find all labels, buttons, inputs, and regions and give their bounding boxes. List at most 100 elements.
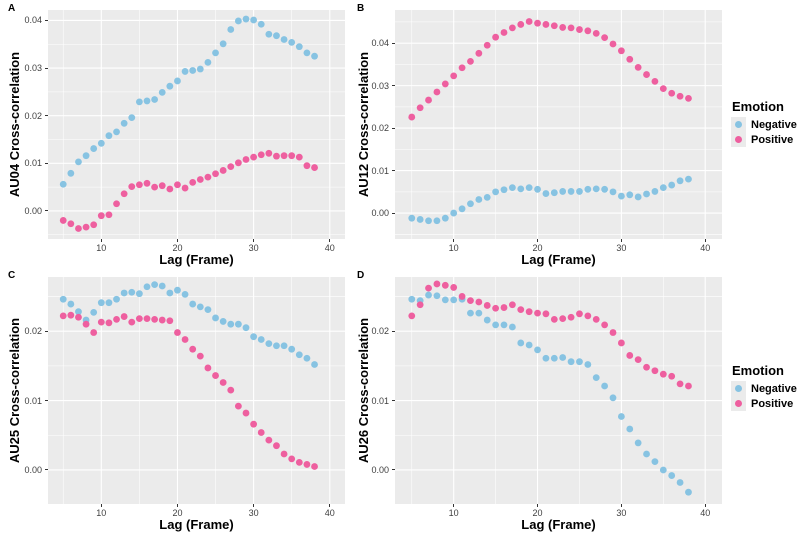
x-axis-tick-label: 10: [96, 243, 107, 253]
data-point-positive: [676, 380, 684, 388]
data-point-negative: [609, 394, 617, 402]
x-axis-tick-label: 10: [448, 508, 459, 518]
data-point-negative: [492, 321, 500, 329]
data-point-positive: [592, 315, 600, 323]
data-point-negative: [311, 361, 318, 368]
data-point-positive: [508, 301, 516, 309]
x-tick-mark: [704, 239, 706, 242]
data-point-positive: [135, 181, 143, 189]
data-point-positive: [626, 352, 634, 359]
data-point-negative: [408, 214, 416, 222]
data-point-negative: [534, 346, 541, 354]
data-point-positive: [75, 313, 82, 321]
data-point-positive: [492, 33, 500, 41]
data-point-positive: [113, 200, 120, 208]
x-axis-tick-label: 40: [324, 243, 335, 253]
data-point-positive: [425, 284, 432, 292]
data-point-positive: [97, 318, 105, 326]
data-point-negative: [196, 65, 204, 73]
data-point-negative: [303, 354, 311, 362]
data-point-positive: [609, 329, 617, 336]
data-point-positive: [227, 386, 235, 394]
panel-a: A AU04 Cross-correlation Lag (Frame) 0.0…: [0, 0, 352, 267]
data-point-positive: [609, 40, 617, 48]
data-point-negative: [659, 184, 667, 191]
x-tick-mark: [329, 504, 331, 507]
y-axis-tick-label: 0.02: [371, 326, 389, 337]
y-axis-tick-label: 0.03: [371, 80, 389, 91]
y-axis-tick-label: 0.00: [24, 205, 42, 216]
data-point-positive: [273, 152, 280, 160]
legend-emotion-bottom: Emotion Negative Positive: [731, 363, 800, 411]
data-point-negative: [643, 190, 650, 198]
data-point-positive: [288, 152, 296, 160]
data-point-positive: [676, 92, 684, 100]
legend-label-negative: Negative: [751, 118, 797, 131]
data-point-positive: [311, 164, 318, 171]
legend-item-negative: Negative: [731, 117, 800, 132]
panel-c: C AU25 Cross-correlation Lag (Frame) 0.0…: [0, 267, 352, 535]
data-point-positive: [433, 88, 441, 96]
data-point-positive: [212, 170, 219, 178]
data-point-positive: [542, 310, 550, 318]
data-point-negative: [295, 351, 303, 359]
data-point-negative: [567, 358, 575, 366]
x-tick-mark: [537, 239, 539, 242]
data-point-negative: [227, 320, 235, 328]
data-point-positive: [67, 311, 75, 319]
data-point-negative: [475, 309, 483, 317]
x-tick-mark: [253, 239, 255, 242]
data-point-positive: [105, 211, 113, 219]
data-point-negative: [483, 193, 491, 201]
data-point-positive: [685, 382, 692, 390]
data-point-positive: [273, 442, 280, 450]
data-point-positive: [196, 176, 204, 183]
data-point-positive: [128, 318, 136, 326]
y-tick-mark: [45, 67, 48, 69]
data-point-negative: [257, 336, 265, 343]
y-tick-mark: [392, 127, 395, 129]
data-point-positive: [265, 149, 273, 157]
data-point-positive: [181, 184, 189, 192]
data-point-positive: [441, 80, 449, 88]
data-point-negative: [601, 382, 609, 390]
data-point-negative: [651, 458, 659, 466]
data-point-negative: [441, 214, 449, 222]
data-point-positive: [67, 220, 75, 228]
legend-title: Emotion: [732, 99, 784, 114]
x-axis-tick-label: 20: [532, 243, 543, 253]
panel-a-x-axis-title: Lag (Frame): [159, 252, 234, 267]
data-point-negative: [651, 188, 659, 195]
data-point-positive: [416, 104, 424, 112]
data-point-positive: [250, 420, 258, 428]
data-point-positive: [634, 63, 642, 71]
data-point-positive: [59, 217, 67, 224]
data-point-negative: [617, 192, 625, 200]
data-point-negative: [212, 314, 219, 322]
data-point-negative: [450, 209, 458, 217]
data-point-positive: [643, 363, 650, 371]
x-tick-mark: [453, 504, 455, 507]
data-point-positive: [204, 364, 212, 372]
negative-dot-icon: [735, 385, 742, 392]
data-point-negative: [135, 98, 143, 106]
data-point-negative: [500, 321, 508, 329]
data-point-negative: [467, 309, 474, 317]
data-point-negative: [273, 342, 280, 350]
y-axis-tick-label: 0.01: [24, 395, 42, 406]
legend-item-positive: Positive: [731, 132, 800, 147]
data-point-negative: [668, 472, 676, 479]
panel-b-x-axis-title: Lag (Frame): [521, 252, 596, 267]
data-point-negative: [517, 185, 525, 193]
x-tick-mark: [620, 504, 622, 507]
data-point-negative: [158, 282, 166, 290]
data-point-negative: [250, 16, 258, 24]
data-point-positive: [601, 34, 609, 42]
y-tick-mark: [392, 85, 395, 87]
data-point-negative: [559, 354, 567, 361]
legend-item-negative: Negative: [731, 381, 800, 396]
legend-key: [731, 117, 746, 132]
data-point-negative: [659, 466, 667, 474]
y-axis-tick-label: 0.00: [24, 464, 42, 475]
x-axis-tick-label: 40: [324, 508, 335, 518]
